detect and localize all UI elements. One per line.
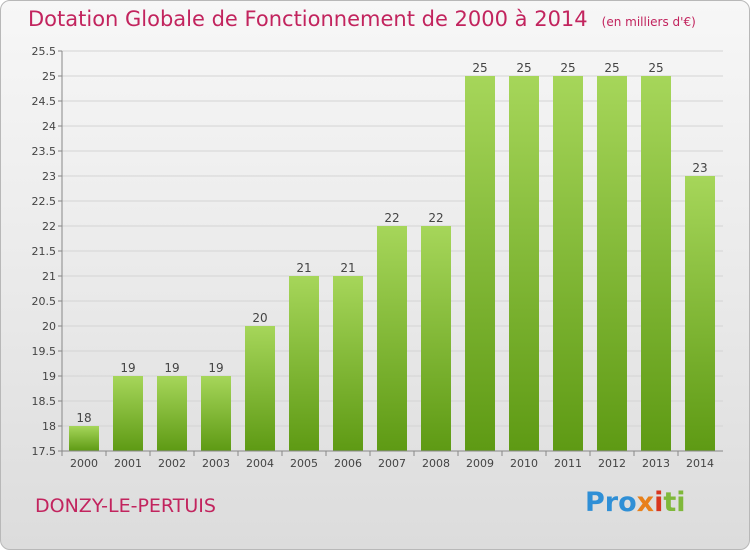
x-tick-label-2008: 2008 <box>422 457 450 470</box>
bar-2007 <box>377 226 407 451</box>
value-label-2001: 19 <box>120 361 135 375</box>
x-tick-label-2010: 2010 <box>510 457 538 470</box>
y-tick-label: 25 <box>42 70 56 83</box>
value-label-2000: 18 <box>76 411 91 425</box>
bar-2003 <box>201 376 231 451</box>
bar-2006 <box>333 276 363 451</box>
y-tick-label: 23.5 <box>32 145 57 158</box>
value-label-2002: 19 <box>164 361 179 375</box>
title-unit: (en milliers d'€) <box>601 15 696 29</box>
value-label-2008: 22 <box>428 211 443 225</box>
value-label-2007: 22 <box>384 211 399 225</box>
y-tick-label: 24.5 <box>32 95 57 108</box>
value-label-2003: 19 <box>208 361 223 375</box>
x-tick-label-2004: 2004 <box>246 457 274 470</box>
bar-2013 <box>641 76 671 451</box>
y-tick-label: 23 <box>42 170 56 183</box>
y-tick-label: 22 <box>42 220 56 233</box>
x-tick-label-2006: 2006 <box>334 457 362 470</box>
y-tick-label: 18 <box>42 420 56 433</box>
x-tick-label-2003: 2003 <box>202 457 230 470</box>
y-tick-label: 20.5 <box>32 295 57 308</box>
bar-2005 <box>289 276 319 451</box>
y-tick-label: 24 <box>42 120 56 133</box>
x-tick-label-2012: 2012 <box>598 457 626 470</box>
bar-2012 <box>597 76 627 451</box>
value-label-2014: 23 <box>692 161 707 175</box>
x-tick-label-2009: 2009 <box>466 457 494 470</box>
value-label-2004: 20 <box>252 311 267 325</box>
bar-2001 <box>113 376 143 451</box>
proxiti-logo[interactable]: Proxiti <box>585 487 686 518</box>
bar-2000 <box>69 426 99 451</box>
y-tick-label: 22.5 <box>32 195 57 208</box>
value-label-2005: 21 <box>296 261 311 275</box>
chart-title: Dotation Globale de Fonctionnement de 20… <box>28 7 696 31</box>
y-tick-label: 21 <box>42 270 56 283</box>
y-tick-label: 18.5 <box>32 395 57 408</box>
x-tick-label-2000: 2000 <box>70 457 98 470</box>
y-tick-label: 25.5 <box>32 45 57 58</box>
title-main: Dotation Globale de Fonctionnement de 20… <box>28 7 588 31</box>
bar-2008 <box>421 226 451 451</box>
value-label-2006: 21 <box>340 261 355 275</box>
bars-layer: 18 19 19 19 20 21 21 22 22 25 25 25 25 25 23 <box>69 61 715 451</box>
x-tick-label-2002: 2002 <box>158 457 186 470</box>
bar-2010 <box>509 76 539 451</box>
value-label-2011: 25 <box>560 61 575 75</box>
y-tick-label: 20 <box>42 320 56 333</box>
value-label-2013: 25 <box>648 61 663 75</box>
bar-2011 <box>553 76 583 451</box>
x-tick-label-2014: 2014 <box>686 457 714 470</box>
bar-2009 <box>465 76 495 451</box>
x-tick-label-2001: 2001 <box>114 457 142 470</box>
y-tick-label: 19.5 <box>32 345 57 358</box>
value-label-2010: 25 <box>516 61 531 75</box>
x-tick-label-2005: 2005 <box>290 457 318 470</box>
x-tick-label-2013: 2013 <box>642 457 670 470</box>
axes-layer: 17.5 18 18.5 19 19.5 20 20.5 21 21.5 22 22.5 23 23.5… <box>32 45 723 470</box>
bar-2002 <box>157 376 187 451</box>
value-label-2009: 25 <box>472 61 487 75</box>
value-label-2012: 25 <box>604 61 619 75</box>
y-tick-label: 17.5 <box>32 445 57 458</box>
bar-2014 <box>685 176 715 451</box>
bar-2004 <box>245 326 275 451</box>
x-tick-label-2011: 2011 <box>554 457 582 470</box>
y-tick-label: 21.5 <box>32 245 57 258</box>
y-tick-label: 19 <box>42 370 56 383</box>
x-tick-label-2007: 2007 <box>378 457 406 470</box>
commune-name: DONZY-LE-PERTUIS <box>35 495 216 517</box>
